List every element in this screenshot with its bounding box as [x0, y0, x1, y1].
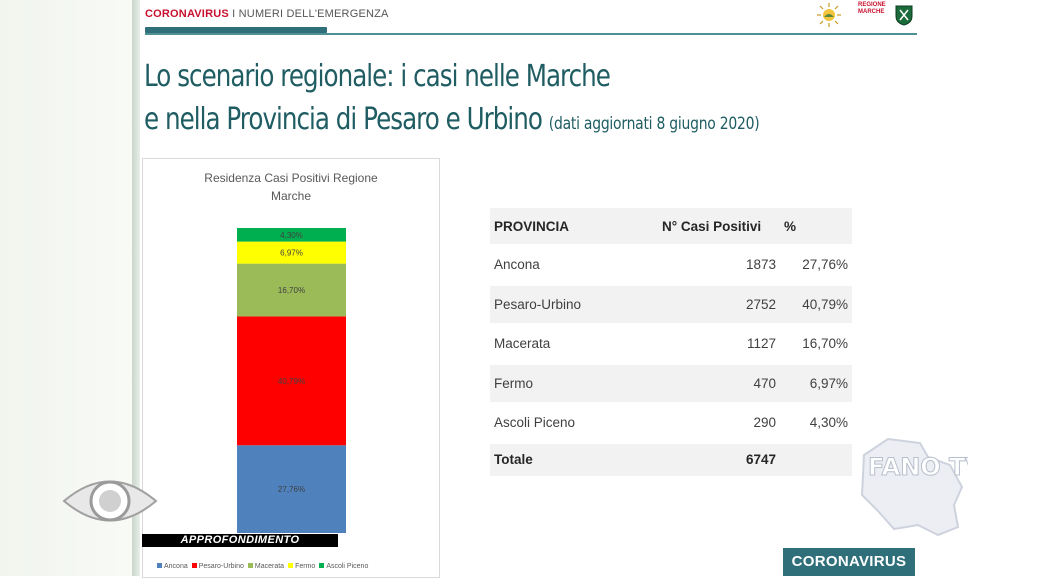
fano-tv-watermark-logo: FANO TV [860, 437, 968, 537]
bar-segment-ascoli-piceno [237, 227, 346, 242]
bar-segment-fermo [237, 241, 346, 264]
regione-shield-icon [895, 5, 913, 26]
slide-title: Lo scenario regionale: i casi nelle Marc… [144, 55, 760, 146]
cell-casi: 470 [658, 362, 780, 403]
legend-item: Ascoli Piceno [315, 563, 368, 570]
tv-channel-eye-logo-icon [62, 480, 158, 522]
cell-pct: 16,70% [780, 323, 852, 364]
total-value: 6747 [658, 441, 780, 476]
table-row: Ascoli Piceno 290 4,30% [490, 402, 852, 443]
bar-segment-ancona [237, 445, 346, 533]
cell-provincia: Fermo [490, 362, 658, 403]
header-brand: CORONAVIRUS I NUMERI DELL'EMERGENZA [145, 8, 389, 20]
table-total-row: Totale 6747 [490, 441, 852, 476]
left-background-panel [0, 0, 132, 576]
cell-casi: 290 [658, 402, 780, 443]
cell-provincia: Ascoli Piceno [490, 402, 658, 443]
legend-swatch [247, 563, 253, 568]
legend-swatch [191, 563, 197, 568]
header-brand-rest: I NUMERI DELL'EMERGENZA [228, 8, 389, 20]
cell-provincia: Macerata [490, 323, 658, 364]
legend-item: Fermo [284, 563, 315, 570]
header-pct: % [780, 208, 852, 245]
slide-title-note: (dati aggiornati 8 giugno 2020) [548, 114, 760, 134]
legend-swatch [319, 563, 325, 568]
bar-segment-pesaro-urbino [237, 316, 346, 446]
approfondimento-banner: APPROFONDIMENTO [142, 534, 338, 547]
stacked-bar-chart: 27,76% 40,79% 16,70% 6,97% 4,30% [237, 227, 346, 533]
slide-title-line1: Lo scenario regionale: i casi nelle Marc… [144, 59, 611, 94]
cell-casi: 1127 [658, 323, 780, 364]
total-empty [780, 441, 852, 476]
cell-pct: 6,97% [780, 362, 852, 403]
legend-item: Pesaro-Urbino [188, 563, 244, 570]
cell-casi: 2752 [658, 283, 780, 324]
table-header-row: PROVINCIA N° Casi Positivi % [490, 208, 852, 245]
table-row: Fermo 470 6,97% [490, 362, 852, 403]
data-label: 40,79% [278, 377, 305, 386]
total-label: Totale [490, 441, 658, 476]
regione-marche-logo: REGIONE MARCHE [858, 0, 916, 28]
legend-item: Macerata [244, 563, 284, 570]
coronavirus-badge: CORONAVIRUS [783, 548, 915, 576]
header-brand-red: CORONAVIRUS [145, 8, 229, 20]
sun-logo-icon [817, 3, 841, 27]
table-row: Pesaro-Urbino 2752 40,79% [490, 283, 852, 324]
cell-provincia: Ancona [490, 244, 658, 285]
legend-label: Ascoli Piceno [326, 563, 369, 570]
bar-segment-macerata [237, 263, 346, 317]
cell-pct: 4,30% [780, 402, 852, 443]
slide-edge [132, 0, 140, 576]
legend-label: Macerata [254, 563, 285, 570]
legend-label: Ancona [164, 563, 188, 570]
regione-logo-line1: REGIONE [858, 2, 886, 8]
table-row: Ancona 1873 27,76% [490, 244, 852, 285]
legend-label: Fermo [295, 563, 316, 570]
cell-provincia: Pesaro-Urbino [490, 283, 658, 324]
slide-title-line2: e nella Provincia di Pesaro e Urbino [144, 102, 543, 137]
regione-logo-line2: MARCHE [858, 9, 885, 15]
header-underline [145, 27, 327, 33]
header-provincia: PROVINCIA [490, 208, 658, 245]
fano-tv-text: FANO TV [868, 453, 968, 481]
cases-table: PROVINCIA N° Casi Positivi % Ancona 1873… [490, 208, 852, 476]
header-casi: N° Casi Positivi [658, 208, 780, 245]
cell-casi: 1873 [658, 244, 780, 285]
header-rule [145, 33, 917, 35]
table-row: Macerata 1127 16,70% [490, 323, 852, 364]
data-label: 6,97% [280, 249, 303, 258]
chart-legend: Ancona Pesaro-Urbino Macerata Fermo Ascoli P… [153, 563, 368, 570]
chart-title: Residenza Casi Positivi Regione Marche [204, 171, 378, 203]
data-label: 16,70% [278, 286, 305, 295]
cell-pct: 40,79% [780, 283, 852, 324]
chart-card: Residenza Casi Positivi Regione Marche 2… [142, 158, 440, 578]
legend-swatch [157, 563, 162, 568]
legend-item: Ancona [153, 563, 188, 570]
cell-pct: 27,76% [780, 244, 852, 285]
legend-swatch [288, 563, 294, 568]
data-label: 4,30% [280, 231, 303, 240]
data-label: 27,76% [278, 485, 305, 494]
legend-label: Pesaro-Urbino [198, 563, 244, 570]
